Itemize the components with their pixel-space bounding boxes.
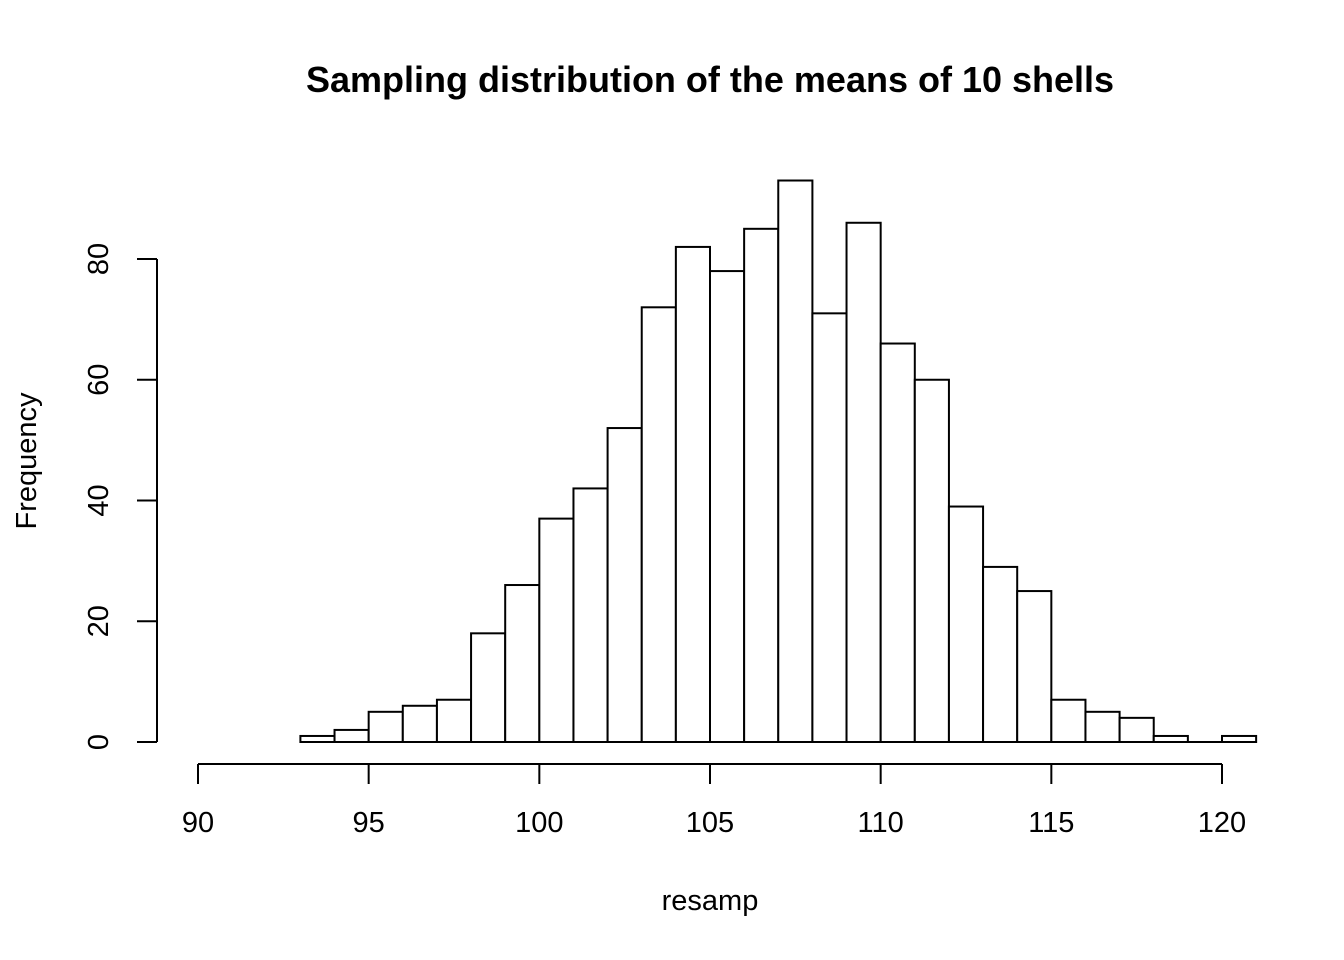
x-tick-label: 95 (353, 807, 385, 839)
histogram-bar (1016, 590, 1053, 743)
histogram-bar (367, 710, 404, 743)
histogram-bar (845, 221, 882, 743)
histogram-bars (299, 179, 1258, 744)
histogram-bar (435, 698, 473, 743)
histogram-bar (743, 227, 780, 743)
histogram-bar (1084, 710, 1121, 743)
x-tick-label: 115 (1028, 807, 1074, 839)
histogram-bar (606, 427, 643, 743)
y-axis: 0 20 40 60 80 (83, 243, 158, 750)
histogram-bar (1118, 716, 1155, 743)
y-axis-label: Frequency (11, 392, 43, 530)
x-tick-label: 120 (1198, 807, 1246, 839)
histogram-bar (572, 487, 609, 743)
histogram-bar (811, 312, 848, 743)
y-tick-label: 20 (83, 605, 115, 637)
histogram-bar (674, 245, 711, 744)
x-axis-label: resamp (662, 885, 759, 917)
y-tick-label: 60 (83, 364, 115, 396)
x-tick-label: 90 (182, 807, 214, 839)
histogram-bar (1221, 734, 1258, 744)
histogram-bar (1152, 734, 1189, 744)
histogram-bar (879, 342, 916, 743)
histogram-bar (504, 584, 541, 744)
chart-title: Sampling distribution of the means of 10… (306, 59, 1114, 100)
x-tick-label: 110 (858, 807, 904, 839)
histogram-bar (401, 704, 438, 744)
histogram-bar (470, 632, 507, 744)
histogram-bar (1050, 698, 1087, 743)
histogram-bar (333, 728, 370, 743)
histogram-bar (299, 734, 336, 744)
histogram-bar (709, 270, 746, 743)
histogram-bar (538, 517, 575, 743)
y-tick-label: 0 (83, 734, 115, 750)
y-tick-label: 40 (83, 484, 115, 516)
y-tick-label: 80 (83, 243, 115, 275)
x-tick-label: 105 (686, 807, 734, 839)
histogram-bar (777, 179, 814, 743)
histogram-bar (947, 505, 985, 743)
histogram-bar (913, 378, 950, 743)
x-axis: 90 95 100 105 110 115 120 (182, 763, 1246, 839)
histogram-bar (640, 306, 677, 743)
histogram-bar (982, 565, 1019, 743)
x-tick-label: 100 (515, 807, 563, 839)
